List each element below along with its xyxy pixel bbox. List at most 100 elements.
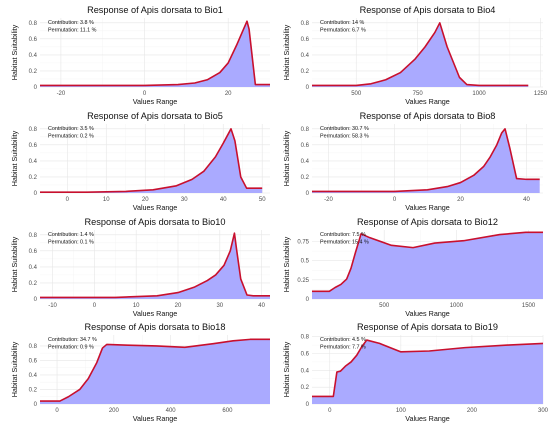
- response-area: [312, 340, 543, 404]
- x-tick-label: 30: [181, 197, 188, 203]
- y-tick-label: 0.2: [29, 69, 38, 75]
- x-tick-label: 300: [538, 408, 549, 414]
- chart-title: Response of Apis dorsata to Bio10: [85, 217, 226, 227]
- y-tick-label: 0: [34, 297, 38, 303]
- x-tick-label: 20: [457, 197, 464, 203]
- x-tick-label: 0: [93, 303, 97, 309]
- x-tick-label: 50: [259, 197, 266, 203]
- y-tick-label: 0.8: [301, 21, 310, 27]
- x-tick-label: 1000: [472, 91, 486, 97]
- x-tick-label: 0: [55, 408, 59, 414]
- x-tick-label: 0: [328, 408, 332, 414]
- contribution-label: Contribution: 7.5 %: [320, 232, 366, 238]
- permutation-label: Permutation: 7.7 %: [320, 345, 366, 351]
- x-tick-label: 600: [222, 408, 233, 414]
- x-tick-label: 40: [258, 303, 265, 309]
- permutation-label: Permutation: 0.9 %: [48, 345, 94, 351]
- x-axis-title: Values Range: [133, 97, 178, 106]
- y-axis-title: Habitat Suitability: [10, 130, 19, 186]
- y-tick-label: 0: [34, 85, 38, 91]
- chart-panel-1: -20 0 20 0 0.2 0.4 0.6 0.8 Response of Apis dors…: [10, 5, 271, 106]
- y-tick-label: 0.25: [297, 278, 309, 284]
- chart-panel-5: -10 0 10 20 30 40 0 0.2 0.4 0.6 0.8 Response of Api…: [10, 217, 271, 318]
- y-tick-label: 0.8: [301, 335, 310, 341]
- y-tick-label: 0.4: [301, 53, 310, 59]
- y-tick-label: 0.6: [29, 143, 38, 149]
- permutation-label: Permutation: 15.4 %: [320, 240, 369, 246]
- contribution-label: Contribution: 3.8 %: [48, 20, 94, 26]
- chart-panel-6: 500 1000 1500 0 0.25 0.5 0.75 Response of Apis …: [282, 217, 544, 318]
- permutation-label: Permutation: 0.2 %: [48, 134, 94, 140]
- y-tick-label: 0.6: [301, 352, 310, 358]
- x-tick-label: 500: [351, 91, 362, 97]
- chart-panel-7: 0 200 400 600 0 0.2 0.4 0.6 0.8 Response of Apis …: [10, 322, 271, 423]
- x-tick-label: 10: [133, 303, 140, 309]
- response-area: [40, 339, 270, 404]
- x-tick-label: 20: [175, 303, 182, 309]
- x-tick-label: 1250: [534, 91, 548, 97]
- y-axis-title: Habitat Suitability: [10, 236, 19, 292]
- response-area: [40, 21, 270, 87]
- x-tick-label: 200: [109, 408, 120, 414]
- y-tick-label: 0: [34, 402, 38, 408]
- x-tick-label: 1500: [522, 303, 536, 309]
- y-tick-label: 0.8: [29, 21, 38, 27]
- contribution-label: Contribution: 30.7 %: [320, 126, 369, 132]
- permutation-label: Permutation: 0.1 %: [48, 240, 94, 246]
- permutation-label: Permutation: 11.1 %: [48, 28, 97, 34]
- x-tick-label: 100: [396, 408, 407, 414]
- x-tick-label: 400: [166, 408, 177, 414]
- y-tick-label: 0.2: [29, 281, 38, 287]
- chart-title: Response of Apis dorsata to Bio4: [360, 5, 496, 15]
- y-tick-label: 0.75: [297, 240, 309, 246]
- y-tick-label: 0.4: [29, 373, 38, 379]
- chart-title: Response of Apis dorsata to Bio19: [357, 322, 498, 332]
- chart-panel-8: 0 100 200 300 0 0.2 0.4 0.6 0.8 Response of Apis …: [282, 322, 549, 423]
- contribution-label: Contribution: 14 %: [320, 20, 365, 26]
- contribution-label: Contribution: 34.7 %: [48, 337, 97, 343]
- y-tick-label: 0.8: [29, 127, 38, 133]
- x-tick-label: 200: [467, 408, 478, 414]
- chart-title: Response of Apis dorsata to Bio12: [357, 217, 498, 227]
- y-axis-title: Habitat Suitability: [282, 24, 291, 80]
- y-tick-label: 0.4: [29, 53, 38, 59]
- x-axis-title: Values Range: [133, 203, 178, 212]
- y-tick-label: 0.6: [301, 37, 310, 43]
- x-tick-label: 1000: [450, 303, 464, 309]
- x-tick-label: 0: [393, 197, 397, 203]
- y-axis-title: Habitat Suitability: [10, 341, 19, 397]
- chart-title: Response of Apis dorsata to Bio5: [87, 111, 223, 121]
- permutation-label: Permutation: 6.7 %: [320, 28, 366, 34]
- y-tick-label: 0: [306, 85, 310, 91]
- y-tick-label: 0.8: [29, 233, 38, 239]
- y-tick-label: 0.4: [301, 159, 310, 165]
- y-tick-label: 0.2: [301, 385, 310, 391]
- x-tick-label: -20: [324, 197, 333, 203]
- y-tick-label: 0: [306, 191, 310, 197]
- response-area: [40, 128, 263, 193]
- y-tick-label: 0: [34, 191, 38, 197]
- x-tick-label: 750: [413, 91, 424, 97]
- x-axis-title: Values Range: [133, 309, 178, 318]
- y-axis-title: Habitat Suitability: [282, 341, 291, 397]
- x-axis-title: Values Range: [405, 309, 450, 318]
- y-tick-label: 0.2: [29, 175, 38, 181]
- y-axis-title: Habitat Suitability: [282, 236, 291, 292]
- chart-title: Response of Apis dorsata to Bio8: [360, 111, 496, 121]
- y-axis-title: Habitat Suitability: [10, 24, 19, 80]
- x-tick-label: 0: [66, 197, 70, 203]
- x-tick-label: 10: [103, 197, 110, 203]
- y-tick-label: 0: [306, 402, 310, 408]
- chart-panel-3: 0 10 20 30 40 50 0 0.2 0.4 0.6 0.8 Response of Apis…: [10, 111, 270, 212]
- x-axis-title: Values Range: [405, 97, 450, 106]
- x-axis-title: Values Range: [405, 414, 450, 423]
- y-axis-title: Habitat Suitability: [282, 130, 291, 186]
- y-tick-label: 0.6: [29, 249, 38, 255]
- response-curve: [312, 231, 543, 293]
- y-tick-label: 0.4: [301, 368, 310, 374]
- x-tick-label: 20: [142, 197, 149, 203]
- y-tick-label: 0.8: [29, 344, 38, 350]
- y-tick-label: 0.2: [301, 69, 310, 75]
- permutation-label: Permutation: 58.3 %: [320, 134, 369, 140]
